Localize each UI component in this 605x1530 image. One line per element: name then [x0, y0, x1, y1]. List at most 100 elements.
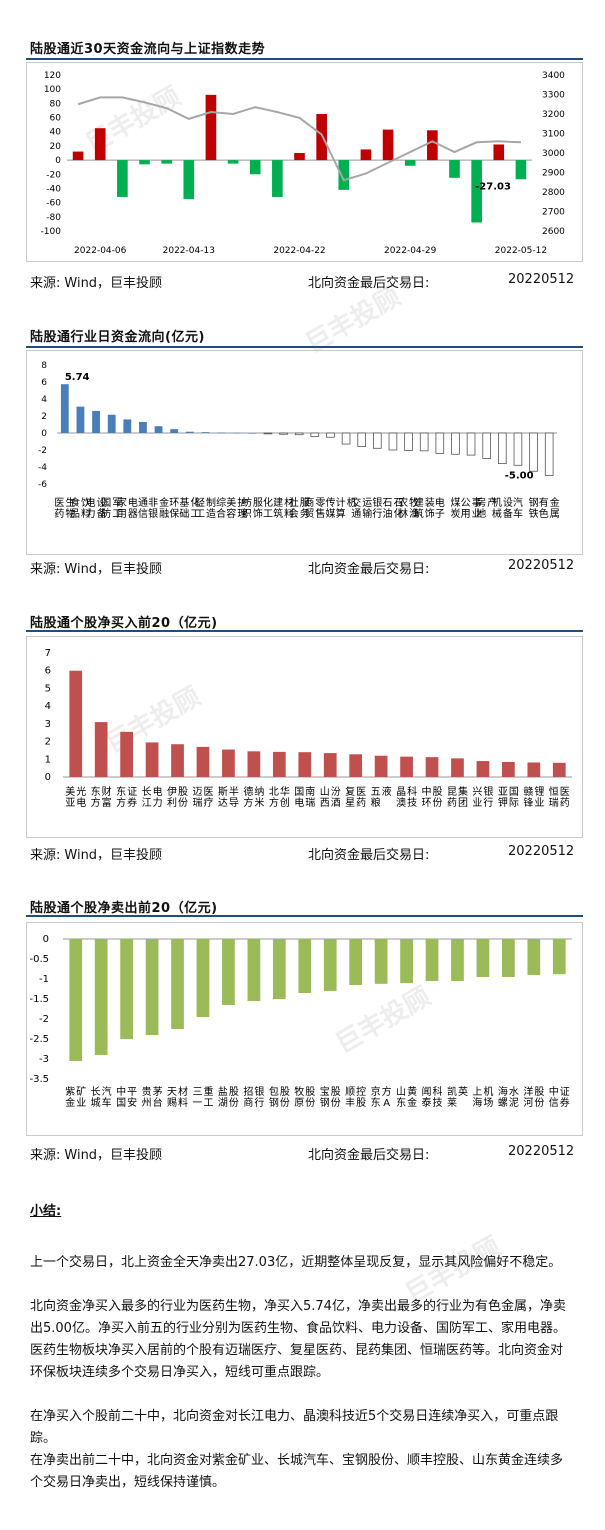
section-rule: [26, 58, 583, 60]
x-tick-label: 保: [169, 507, 179, 520]
bar: [94, 939, 108, 1055]
x-tick-label: 团: [458, 797, 468, 809]
y2-tick-label: 3100: [542, 130, 565, 140]
x-tick-label: 美: [226, 496, 236, 509]
x-tick-label: 备: [97, 507, 107, 520]
x-tick-label: 盐: [218, 1085, 228, 1098]
y-tick-label: 120: [44, 71, 61, 81]
x-tick-label: 商: [304, 496, 314, 509]
data-label: -5.00: [505, 471, 534, 482]
x-tick-label: 迈: [192, 786, 202, 798]
x-tick-label: 南: [305, 785, 315, 798]
x-tick-label: 料: [81, 507, 91, 520]
x-tick-label: 达: [218, 797, 228, 809]
bar: [154, 426, 163, 433]
bar: [183, 160, 195, 200]
x-tick-label: 海: [472, 1096, 482, 1109]
x-tick-label: 制: [206, 496, 216, 509]
x-tick-label: 国: [509, 786, 519, 798]
x-tick-label: 医: [560, 786, 570, 798]
y-tick-label: 3: [45, 719, 51, 730]
x-tick-label: 闻: [422, 1085, 432, 1098]
x-tick-label: 运: [362, 497, 372, 509]
bar: [60, 384, 69, 433]
x-tick-label: 证: [560, 1086, 570, 1098]
x-tick-label: 份: [305, 1097, 315, 1109]
source-line: 来源: Wind，巨丰投顾: [30, 844, 162, 863]
x-tick-label: 恒: [549, 785, 559, 798]
x-tick-label: 防: [101, 507, 111, 520]
bar: [400, 939, 413, 983]
x-tick-label: 光: [76, 785, 86, 798]
bar: [466, 432, 476, 456]
x-tick-label: 力: [153, 796, 163, 809]
last-day-label: 北向资金最后交易日:: [308, 562, 430, 577]
last-trade-line: 北向资金最后交易日: 20220512: [308, 558, 574, 577]
x-tick-label: 2022-05-12: [495, 246, 547, 256]
bar: [323, 939, 337, 991]
y-tick-label: 2: [41, 412, 47, 422]
bar: [338, 160, 350, 190]
x-tick-label: 化: [190, 496, 200, 509]
x-tick-label: 非: [148, 497, 158, 509]
x-tick-label: 机: [483, 1085, 493, 1098]
x-tick-label: 汽: [102, 1085, 112, 1098]
x-tick-label: 工: [195, 509, 205, 520]
bar: [201, 432, 210, 433]
bar: [498, 432, 507, 465]
x-tick-label: 方: [116, 796, 126, 809]
bar: [171, 939, 184, 1029]
x-tick-label: 务: [300, 507, 310, 520]
bar: [527, 762, 541, 777]
bar: [374, 755, 388, 777]
x-tick-label: 粮: [371, 796, 381, 809]
x-tick-label: 英: [458, 1085, 468, 1098]
x-tick-label: 设: [503, 497, 513, 509]
bar: [349, 754, 363, 777]
last-day-label: 北向资金最后交易日:: [308, 848, 430, 863]
y-tick-label: 5: [45, 683, 51, 694]
x-tick-label: 股: [356, 1097, 366, 1109]
bar: [360, 149, 372, 161]
x-tick-label: 环: [422, 798, 432, 809]
x-tick-label: A: [383, 1098, 390, 1109]
last-day-label: 北向资金最后交易日:: [308, 276, 430, 291]
x-tick-label: 业: [534, 797, 544, 809]
x-tick-label: 药: [560, 797, 570, 809]
x-tick-label: 赣: [523, 785, 533, 798]
chart-flow-30d-svg: -100 -80 -60 -40 -20 0 20 40 60 80 100 120 2600 2700 2…: [41, 71, 566, 256]
bar: [326, 432, 335, 438]
x-tick-label: 山: [320, 786, 330, 798]
bar: [482, 432, 491, 459]
bar: [425, 939, 439, 981]
x-tick-label: 城: [91, 1097, 101, 1109]
bar: [316, 114, 327, 161]
x-tick-label: 紫: [65, 1086, 75, 1098]
y-tick-label: -2: [39, 1014, 49, 1025]
x-tick-label: 贵: [142, 1085, 152, 1098]
x-tick-label: 金: [65, 1096, 75, 1109]
bar: [374, 939, 388, 984]
x-tick-label: 2022-04-13: [163, 246, 215, 256]
x-tick-label: 长: [91, 1086, 101, 1098]
x-tick-label: 饮: [81, 496, 91, 509]
bar: [222, 939, 235, 1005]
x-tick-label: 车: [513, 507, 523, 520]
bar: [123, 419, 132, 433]
x-tick-label: 理: [237, 508, 247, 520]
x-tick-label: 煤: [450, 496, 460, 509]
x-tick-label: 锋: [523, 796, 533, 809]
source-label: 来源:: [30, 1148, 61, 1163]
y-tick-label: 4: [45, 701, 51, 712]
x-tick-label: 泰: [422, 1096, 432, 1109]
x-tick-label: 工: [190, 509, 200, 520]
bar: [404, 160, 416, 166]
x-tick-label: 股: [331, 1086, 341, 1098]
y2-tick-label: 3200: [542, 110, 565, 120]
bar: [272, 939, 286, 999]
bar: [76, 406, 85, 433]
x-tick-label: 料: [284, 507, 294, 520]
x-tick-label: 矿: [76, 1085, 86, 1098]
x-tick-label: 水: [509, 1086, 519, 1098]
x-tick-label: 招: [243, 1085, 253, 1098]
